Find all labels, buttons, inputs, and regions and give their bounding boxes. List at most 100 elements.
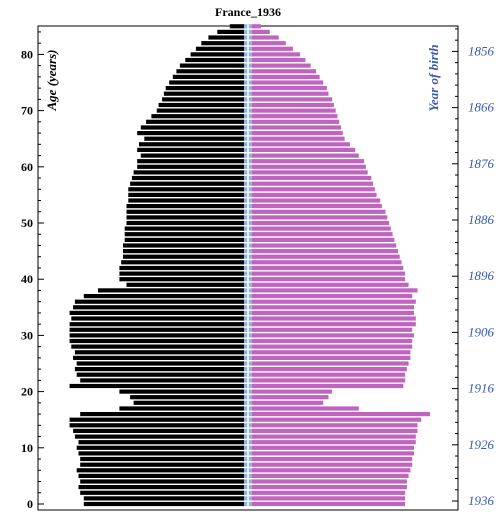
male-bar [201, 41, 244, 46]
female-bar [252, 147, 356, 152]
female-bar [252, 220, 390, 226]
female-bar [252, 57, 306, 63]
male-bar [172, 74, 244, 79]
female-bar [252, 142, 350, 147]
birth-year-label: 1916 [468, 381, 495, 396]
female-bar [252, 209, 386, 214]
male-bar [80, 479, 244, 484]
female-bar [252, 204, 382, 209]
male-bar [139, 142, 244, 147]
female-bar [252, 282, 409, 287]
female-bar [252, 344, 413, 349]
y-tick-label: 40 [21, 272, 33, 286]
female-bar [252, 322, 416, 327]
male-bar [74, 299, 245, 304]
birth-year-label: 1936 [468, 493, 495, 508]
male-bar [78, 440, 244, 445]
female-bar [252, 131, 343, 136]
male-bar [124, 237, 244, 242]
male-bar [73, 305, 244, 310]
female-bar [252, 327, 413, 332]
female-bar [252, 181, 373, 186]
female-bar [252, 406, 359, 411]
male-bar [162, 97, 244, 102]
male-bar [80, 412, 244, 417]
female-bar [252, 451, 414, 456]
birth-year-axis: 1856 1866 1876 1886 1896 1906 1916 1926 1936 [452, 28, 495, 508]
birth-year-label: 1896 [468, 268, 495, 283]
male-bar [179, 63, 244, 68]
male-bar [151, 114, 244, 119]
male-bar [156, 108, 244, 113]
male-bar [126, 209, 244, 214]
female-bar [252, 136, 345, 141]
male-bar [80, 490, 244, 495]
male-bar [169, 80, 244, 85]
male-bar [74, 350, 245, 355]
male-bar [229, 24, 244, 29]
female-bar [252, 338, 413, 344]
female-bar [252, 350, 411, 355]
female-bar [252, 114, 338, 119]
female-bar [252, 24, 261, 29]
male-bar [69, 327, 244, 332]
male-bar [78, 485, 244, 490]
female-bars [252, 24, 430, 507]
male-bar [144, 136, 244, 141]
male-bar [123, 254, 244, 259]
female-bar [252, 417, 422, 422]
female-bar [252, 277, 406, 282]
male-bar [158, 102, 244, 108]
male-bar [123, 243, 244, 248]
male-bar [185, 57, 244, 63]
female-bar [252, 175, 372, 181]
male-bar [124, 232, 244, 237]
male-bar [195, 46, 244, 51]
female-bar [252, 153, 359, 158]
male-bar [80, 456, 244, 462]
female-bar [252, 423, 418, 428]
male-bar [119, 265, 244, 271]
y-tick-label: 10 [21, 441, 33, 455]
male-bar [69, 338, 244, 344]
female-bar [252, 125, 341, 130]
birth-year-label: 1876 [468, 156, 495, 171]
birth-year-label: 1866 [468, 100, 495, 115]
birth-year-label: 1856 [468, 43, 495, 58]
male-bar [119, 277, 244, 282]
male-bar [98, 288, 244, 293]
y-tick-label: 0 [27, 497, 33, 511]
female-bar [252, 46, 293, 51]
y-tick-label: 80 [21, 47, 33, 61]
male-bar [124, 226, 244, 231]
female-bar [252, 260, 402, 265]
male-bar [133, 170, 244, 175]
male-bar [80, 462, 244, 467]
male-bar [83, 501, 244, 507]
female-bar [252, 232, 393, 237]
female-bar [252, 456, 413, 462]
birth-year-label: 1926 [468, 437, 495, 452]
birth-year-label: 1906 [468, 324, 495, 339]
male-bar [130, 395, 244, 400]
male-bar [76, 372, 244, 377]
female-bar [252, 361, 409, 366]
female-bar [252, 108, 336, 113]
female-bar [252, 198, 381, 203]
female-bar [252, 305, 414, 310]
female-bar [252, 299, 416, 304]
male-bar [137, 159, 244, 164]
female-bar [252, 159, 365, 164]
male-bar [121, 260, 244, 265]
male-bar [119, 406, 244, 411]
female-bar [252, 35, 279, 40]
female-bar [252, 164, 366, 169]
female-bar [252, 170, 368, 175]
male-bar [140, 125, 244, 130]
y-axis-ticks: 0 10 20 30 40 50 60 70 80 [21, 31, 44, 511]
y-tick-label: 50 [21, 216, 33, 230]
birth-year-axis-label: Year of birth [426, 44, 441, 111]
female-bar [252, 102, 334, 108]
female-bar [252, 294, 413, 299]
female-bar [252, 473, 409, 478]
